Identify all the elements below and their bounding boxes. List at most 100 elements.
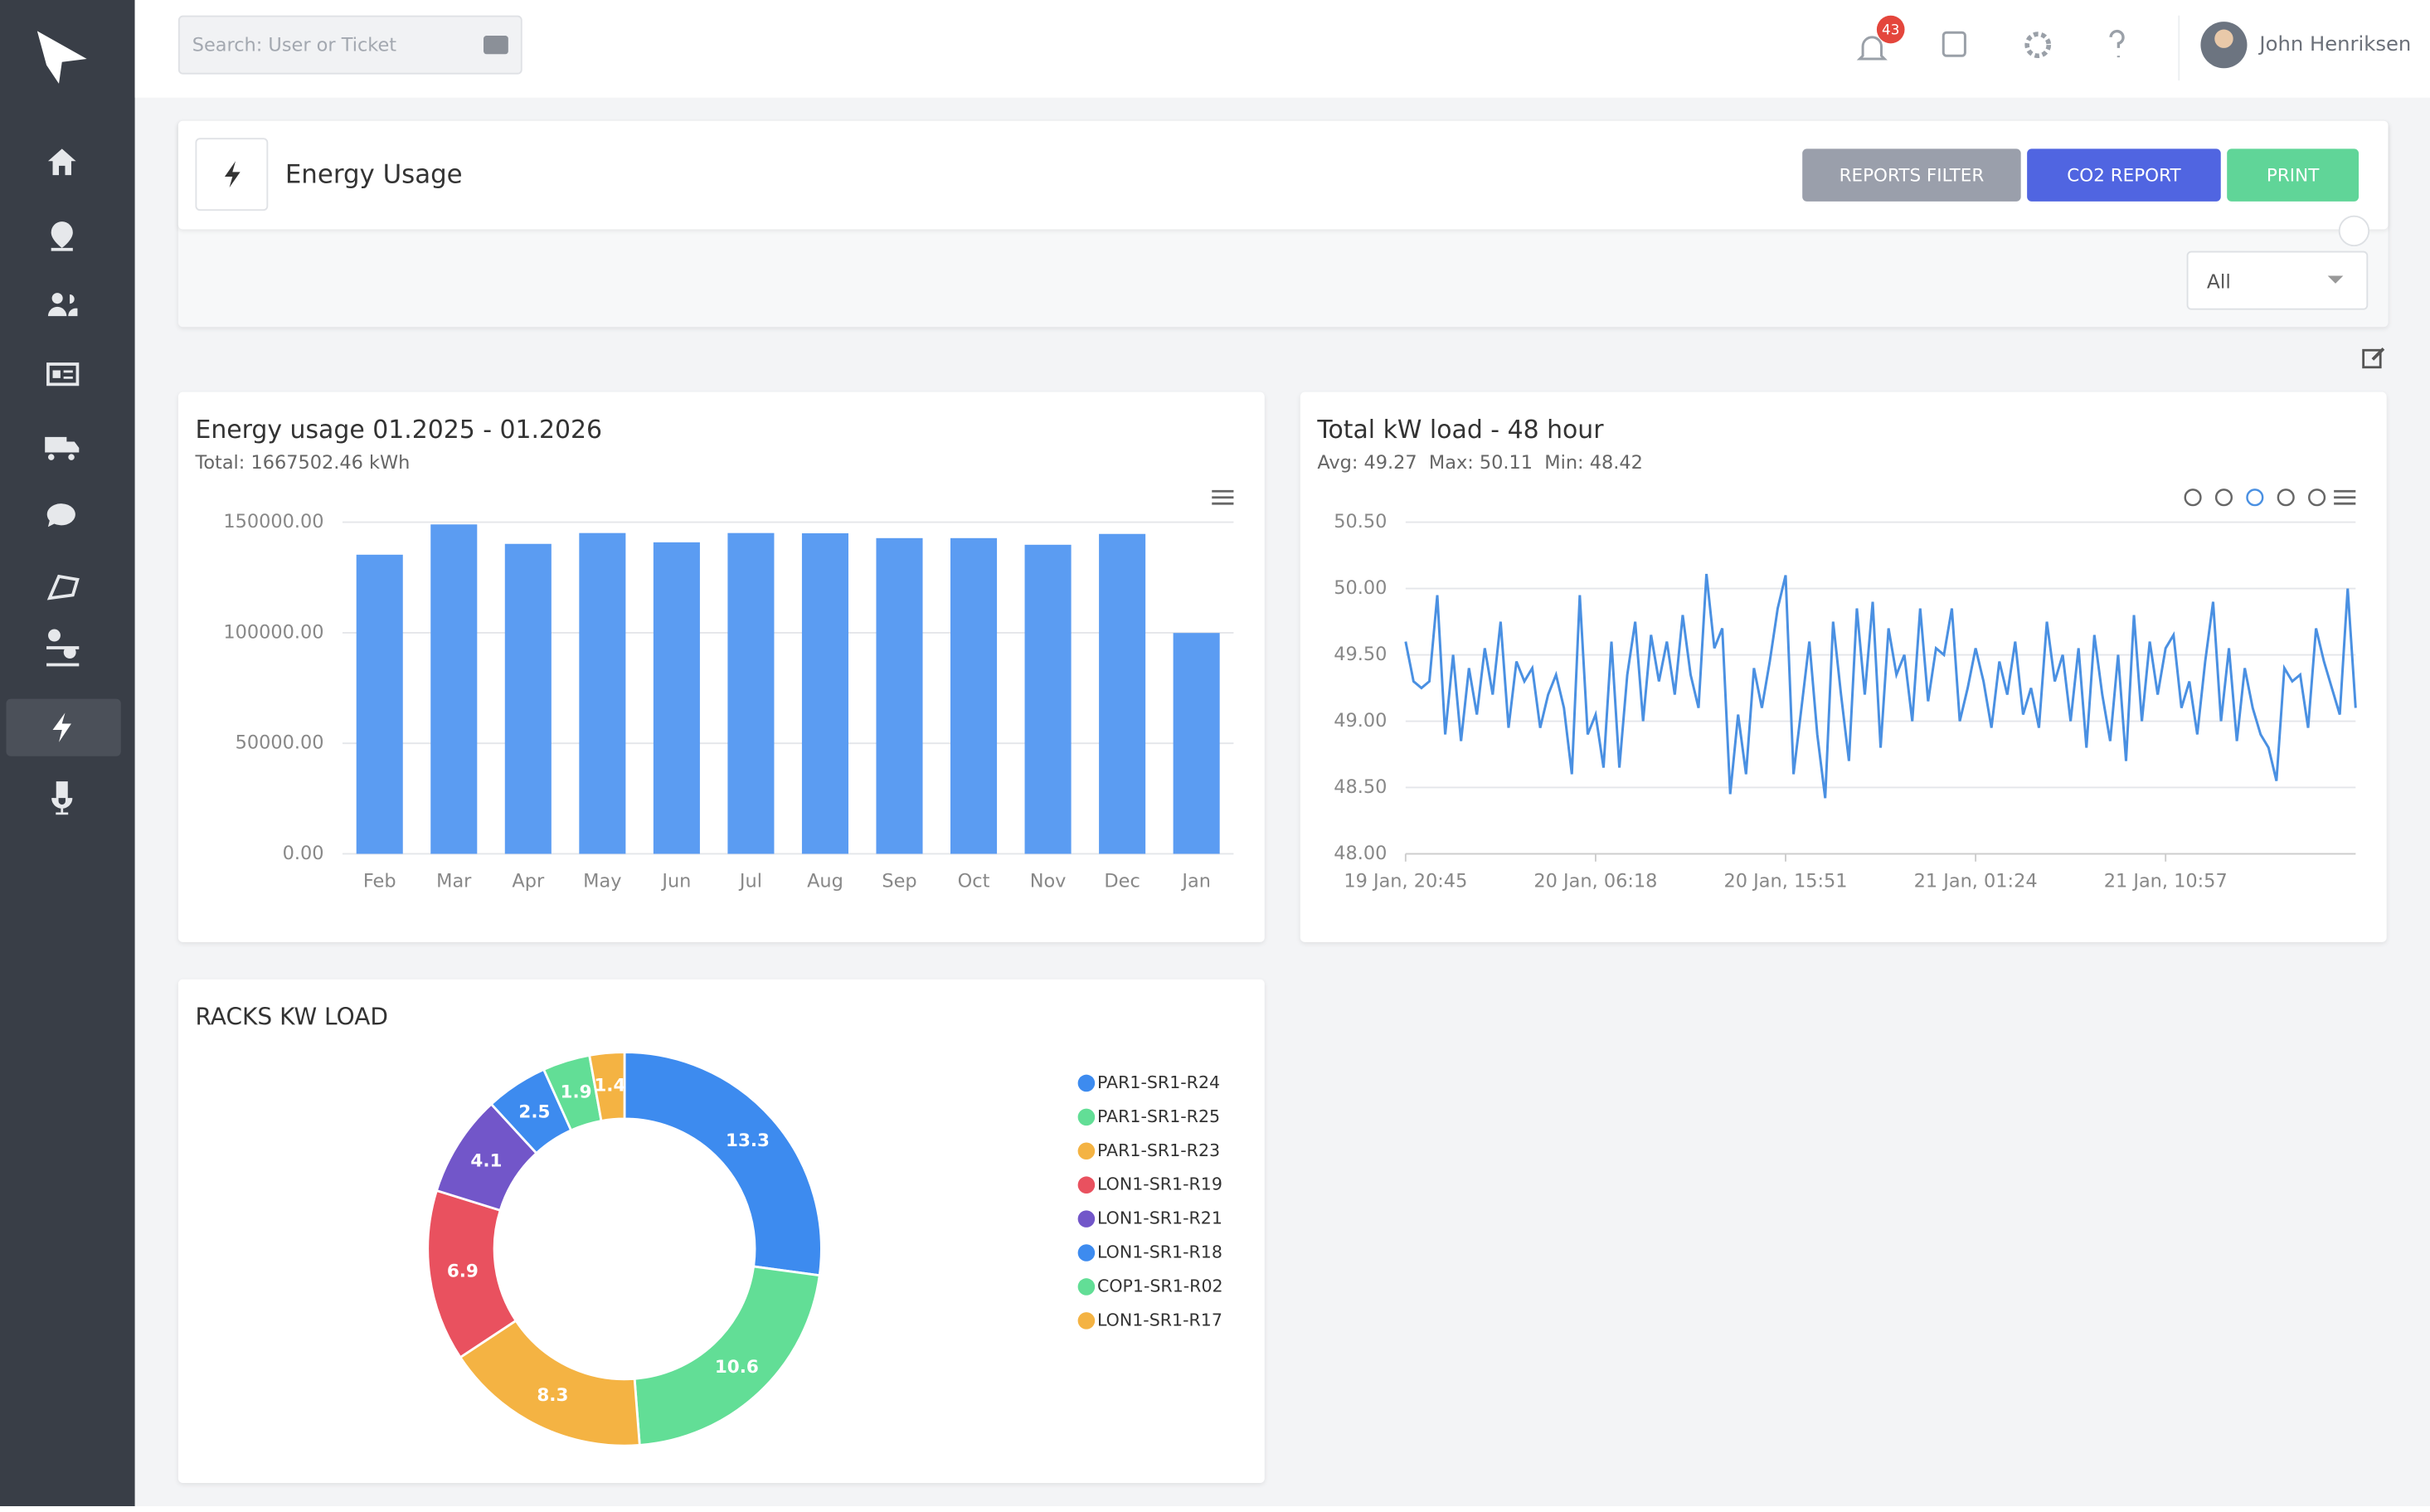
nav-voice[interactable] (51, 781, 73, 815)
x-tick-label: 21 Jan, 10:57 (2104, 871, 2228, 892)
nav-contacts[interactable] (46, 362, 80, 387)
nav-integrations[interactable] (46, 574, 80, 600)
nav-users[interactable] (47, 293, 78, 317)
legend-marker (1077, 1142, 1096, 1160)
badge (1876, 15, 1905, 44)
data-label: 6.9 (447, 1262, 479, 1282)
sidebar (0, 0, 135, 1506)
avatar-face (2214, 29, 2233, 48)
legend-label: LON1-SR1-R21 (1097, 1208, 1222, 1228)
x-tick-label: 20 Jan, 15:51 (1724, 871, 1848, 892)
y-tick-label: 49.50 (1334, 644, 1387, 665)
page-title: Energy Usage (284, 159, 463, 189)
help-icon[interactable] (2109, 29, 2125, 58)
co2-report-button[interactable]: CO2 REPORT (2027, 148, 2221, 202)
edit-pen (2371, 348, 2385, 361)
bar (1099, 533, 1146, 854)
user-name[interactable]: John Henriksen (2257, 32, 2411, 56)
y-tick-label: 150000.00 (223, 511, 323, 532)
y-tick-label: 48.50 (1334, 776, 1387, 798)
legend-marker (1077, 1108, 1096, 1126)
chart: RACKS KW LOAD 13.3 10.6 8.3 6.9 4.1 2.5 1.9 1.4 P… (195, 1003, 1223, 1447)
settings-icon[interactable] (2024, 32, 2052, 59)
reports-icon[interactable] (1942, 31, 1966, 57)
pan-icon (2277, 489, 2295, 507)
y-tick-label: 48.00 (1334, 843, 1387, 864)
nav-workflows[interactable] (46, 629, 80, 667)
legend-marker (1077, 1074, 1096, 1092)
pie-chart-card: RACKS KW LOAD 13.3 10.6 8.3 6.9 4.1 2.5 1.9 1.4 P… (177, 979, 1265, 1483)
chart-subtitle: Total: 1667502.46 kWh (194, 452, 410, 474)
filter-select[interactable]: All (2186, 250, 2369, 310)
page-icon-box (195, 138, 269, 211)
data-label: 13.3 (726, 1130, 770, 1151)
legend-label: COP1-SR1-R02 (1097, 1276, 1223, 1296)
legend-marker (1077, 1312, 1096, 1330)
x-tick-label: Mar (436, 871, 472, 892)
legend-label: LON1-SR1-R19 (1097, 1174, 1222, 1194)
legend-marker (1077, 1244, 1096, 1262)
x-tick-label: Nov (1030, 871, 1067, 892)
reports-filter-button[interactable]: REPORTS FILTER (1802, 148, 2021, 202)
pie-slice (588, 1051, 626, 1123)
page-icon (224, 161, 241, 188)
x-tick-label: 21 Jan, 01:24 (1914, 871, 2038, 892)
y-tick-label: 49.00 (1334, 710, 1387, 732)
x-tick-label: Jul (738, 871, 762, 892)
data-label: 4.1 (470, 1150, 502, 1171)
print-button[interactable]: PRINT (2227, 148, 2360, 202)
x-tick-label: 19 Jan, 20:45 (1344, 871, 1467, 892)
y-tick-label: 100000.00 (223, 621, 323, 643)
nav-energy[interactable] (52, 712, 71, 742)
notifications-icon[interactable] (1856, 36, 1888, 61)
top-icons: 43 John Henriksen (1856, 15, 2411, 81)
nav-home[interactable] (47, 148, 76, 176)
nav-delivery[interactable] (45, 436, 80, 460)
data-label: 1.4 (594, 1076, 625, 1096)
legend-marker (1077, 1176, 1096, 1194)
search-box[interactable]: Search: User or Ticket (177, 15, 522, 75)
nav-messages[interactable] (46, 503, 75, 527)
edit-icon[interactable] (2362, 346, 2387, 371)
x-tick-label: May (583, 871, 621, 892)
line (1404, 573, 2357, 799)
legend-marker (1077, 1210, 1096, 1228)
line-chart-card: Total kW load - 48 hour Avg: 49.27 Max: 5… (1300, 391, 2387, 942)
bar (876, 537, 923, 854)
bar (579, 532, 626, 854)
legend-label: LON1-SR1-R18 (1097, 1242, 1222, 1262)
logo[interactable] (36, 31, 87, 84)
chart: Total kW load - 48 hour Avg: 49.27 Max: 5… (1316, 416, 2357, 892)
nav-location[interactable] (51, 221, 73, 251)
notification-count: 43 (1882, 21, 1899, 37)
legend-label: PAR1-SR1-R23 (1097, 1140, 1220, 1160)
x-tick-label: Oct (958, 871, 990, 892)
bar (504, 543, 552, 854)
legend-label: PAR1-SR1-R24 (1097, 1072, 1220, 1092)
x-tick-label: Aug (807, 871, 843, 892)
collapse-button[interactable] (2338, 215, 2370, 247)
zoom-select-icon (2246, 489, 2264, 507)
bar (1173, 633, 1220, 854)
bar (950, 537, 998, 854)
bar (727, 532, 775, 854)
bar (1024, 544, 1072, 854)
bar-chart-card: Energy usage 01.2025 - 01.2026 Total: 166… (177, 391, 1265, 942)
bar (430, 524, 478, 854)
y-tick-label: 0.00 (283, 843, 324, 864)
x-tick-label: Jan (1180, 871, 1211, 892)
x-tick-label: Feb (363, 871, 396, 892)
zoom-in-icon (2184, 489, 2202, 507)
chart-title: Total kW load - 48 hour (1316, 416, 1604, 445)
chart-subtitle: Avg: 49.27 Max: 50.11 Min: 48.42 (1317, 452, 1643, 474)
x-tick-label: Sep (882, 871, 916, 892)
legend-marker (1077, 1278, 1096, 1296)
x-tick-label: 20 Jan, 06:18 (1533, 871, 1657, 892)
filter-value: All (2206, 270, 2231, 294)
y-tick-label: 50000.00 (236, 732, 324, 754)
pie-slice (633, 1265, 821, 1446)
pie-slice (623, 1051, 823, 1277)
x-tick-label: Apr (512, 871, 545, 892)
zoom-out-icon (2214, 489, 2233, 507)
